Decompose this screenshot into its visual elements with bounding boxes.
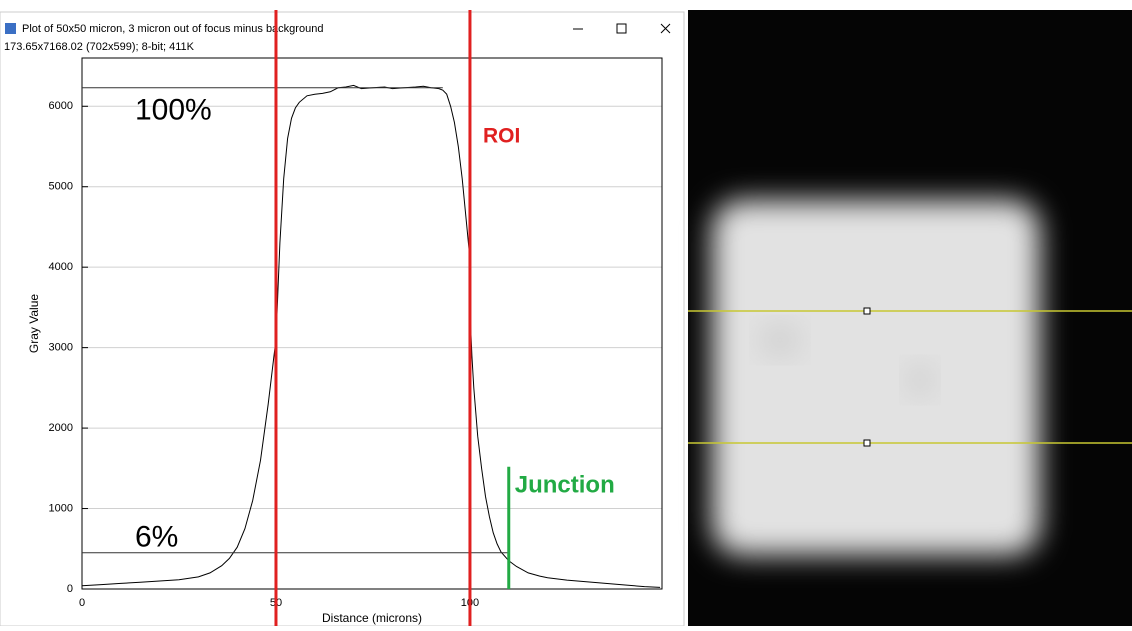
roi-label: ROI (483, 125, 520, 148)
y-tick-label: 5000 (49, 181, 73, 193)
image-spot (758, 322, 802, 358)
profile-curve (81, 84, 661, 588)
app-icon (5, 23, 16, 34)
line-handle[interactable] (863, 307, 871, 315)
image-square (712, 200, 1040, 555)
y-tick-label: 1000 (49, 502, 73, 514)
maximize-button[interactable] (616, 23, 627, 34)
y-tick-label: 4000 (49, 261, 73, 273)
plot-window (0, 11, 685, 627)
window-title: Plot of 50x50 micron, 3 micron out of fo… (22, 23, 323, 35)
close-button[interactable] (660, 23, 671, 34)
reference-label: 100% (135, 94, 212, 127)
x-axis-label: Distance (microns) (322, 611, 422, 625)
y-tick-label: 3000 (49, 342, 73, 354)
window-info: 173.65x7168.02 (702x599); 8-bit; 411K (4, 41, 195, 53)
plot-frame (81, 57, 663, 590)
y-axis-label: Gray Value (27, 294, 41, 353)
plot: 0100020003000400050006000050100Distance … (27, 57, 663, 625)
junction-label: Junction (515, 471, 615, 498)
y-tick-label: 6000 (49, 100, 73, 112)
y-tick-label: 2000 (49, 422, 73, 434)
reference-label: 6% (135, 521, 178, 554)
image-spot (905, 362, 935, 398)
y-tick-label: 0 (67, 583, 73, 595)
line-handle[interactable] (863, 439, 871, 447)
x-tick-label: 0 (79, 597, 85, 609)
